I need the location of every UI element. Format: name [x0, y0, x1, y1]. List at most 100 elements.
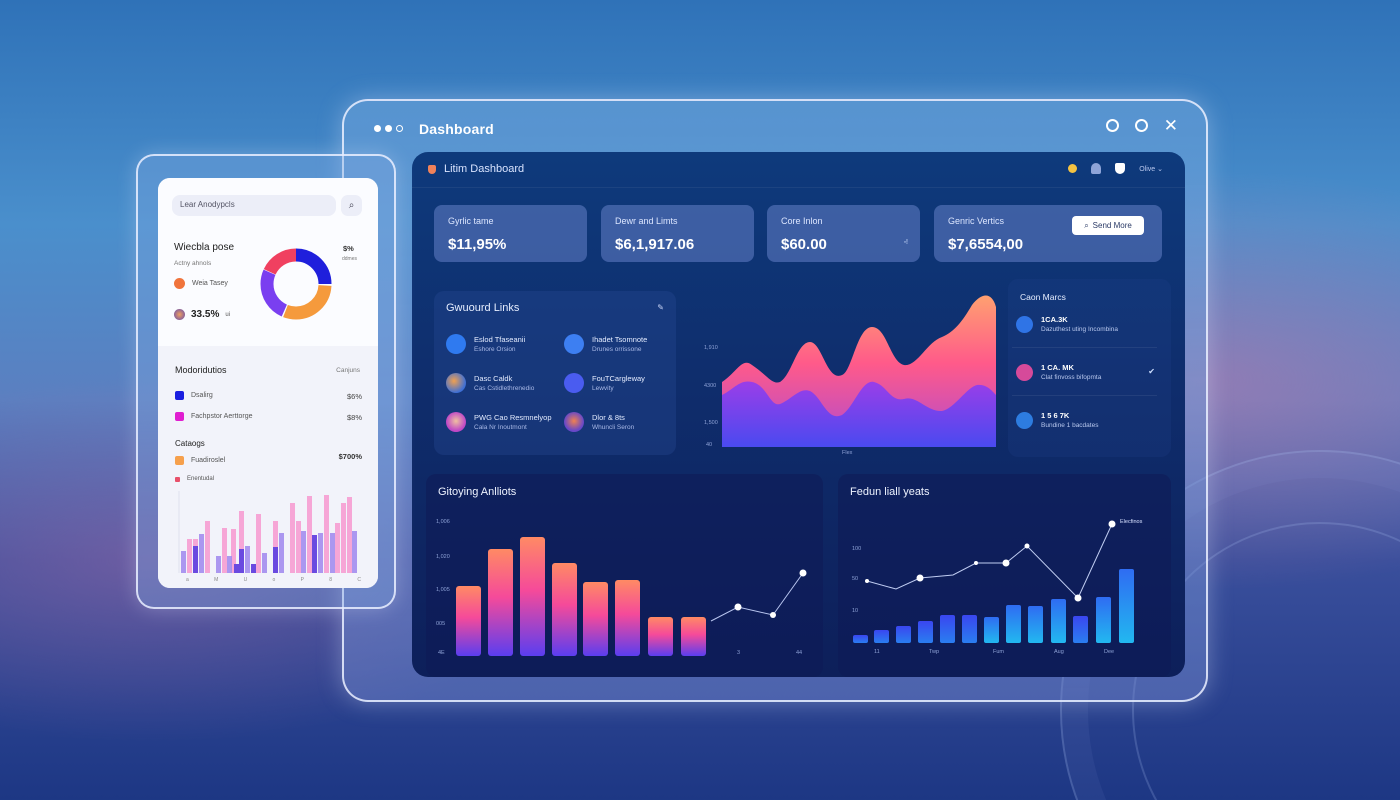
notes-title: Caon Marcs [1020, 292, 1066, 302]
y-tick: 10 [852, 608, 859, 614]
stat-mini-indicator: ◦! [903, 239, 908, 246]
send-more-button[interactable]: ⌕ Send More [1072, 216, 1144, 235]
note-sub: Bundine 1 bacdates [1041, 422, 1099, 429]
note-value: 1CA.3K [1041, 315, 1068, 324]
stat-value: $7,6554,00 [948, 236, 1024, 253]
category-value: $700% [338, 452, 362, 461]
user-menu[interactable]: Olive ⌄ [1139, 165, 1163, 173]
y-tick: 005 [436, 621, 446, 627]
stat-card[interactable]: Core Inlon $60.00 ◦! [767, 205, 920, 262]
link-item[interactable]: PWG Cao Resmnelyop Cala Nr Inoutmont [446, 411, 564, 433]
metric-value: $6% [346, 392, 362, 401]
close-button[interactable]: ✕ [1163, 116, 1178, 135]
link-sub: Cala Nr Inoutmont [474, 424, 527, 431]
category-row[interactable]: Fuadiroslel [175, 456, 225, 465]
x-tick: 3 [737, 650, 741, 656]
search-input[interactable]: Lear Anodypcls [172, 195, 336, 216]
link-sub: Drunes orrissone [592, 346, 642, 353]
x-tick: Twp [929, 649, 940, 655]
link-name: FouTCargleway [592, 374, 645, 383]
bell-icon[interactable] [1091, 163, 1102, 174]
links-panel-title: Gwuourd Links [446, 302, 520, 314]
link-item[interactable]: Eslod Tfaseanii Eshore Orsion [446, 333, 564, 355]
section-right-label[interactable]: Canjuns [336, 367, 360, 374]
y-tick: 1,006 [436, 519, 450, 525]
legend-square-icon [175, 456, 184, 465]
stat-label: Core Inlon [781, 216, 823, 226]
search-icon: ⌕ [1084, 220, 1089, 230]
note-item[interactable]: 1 5 6 7K Bundine 1 bacdates [1016, 411, 1098, 429]
link-sub: Whuncli Seron [592, 424, 635, 431]
mobile-analytics-card: Lear Anodypcls ⌕ Wiecbla pose Actny ahno… [158, 178, 378, 588]
link-item[interactable]: Dlor & 8ts Whuncli Seron [564, 411, 674, 433]
note-item[interactable]: 1 CA. MK Clat finvoss bifopmta [1016, 363, 1101, 381]
note-sub: Dazuthest uting Incombina [1041, 326, 1118, 333]
map-icon [564, 334, 584, 354]
x-tick: 11 [874, 649, 880, 655]
dashboard-window: Dashboard ✕ Litim Dashboard Olive ⌄ Gyrl… [342, 99, 1208, 702]
window-controls: ✕ [1105, 116, 1178, 135]
bar-chart-panel: Gitoying Anlliots 1,006 1,020 1,005 005 … [426, 474, 823, 677]
combo-chart-panel: Fedun liall yeats 100 50 10 11 Twp Fum A… [838, 474, 1171, 677]
note-sub: Clat finvoss bifopmta [1041, 374, 1102, 381]
minimize-button[interactable] [1105, 119, 1119, 132]
legend-square-icon [175, 476, 180, 482]
big-value: 33.5% [191, 309, 220, 320]
y-tick: 100 [852, 546, 862, 552]
link-name: Dasc Caldk [474, 374, 513, 383]
legend-dot-icon [174, 278, 185, 289]
area-chart-svg [722, 295, 996, 447]
link-item[interactable]: Dasc Caldk Cas Cstidlethrenedio [446, 372, 564, 394]
window-dot-icon[interactable] [385, 125, 392, 132]
link-name: PWG Cao Resmnelyop [474, 413, 552, 422]
donut-subtitle: Actny ahnols [174, 260, 212, 267]
sun-icon[interactable] [1068, 164, 1078, 173]
metric-value: $8% [346, 413, 362, 422]
x-axis-label: Flex [842, 450, 853, 456]
mobile-analytics-frame: Lear Anodypcls ⌕ Wiecbla pose Actny ahno… [136, 154, 396, 609]
bar-chart-title: Gitoying Anlliots [438, 486, 517, 498]
link-item[interactable]: FouTCargleway Lewvity [564, 372, 674, 394]
window-dot-hollow-icon[interactable] [396, 125, 403, 132]
stat-card[interactable]: Dewr and Limts $6,1,917.06 [601, 205, 754, 262]
category-title: Cataogs [175, 439, 205, 448]
links-panel: Gwuourd Links ✎ Eslod Tfaseanii Eshore Or… [434, 291, 676, 455]
metric-row[interactable]: Dsalirg [175, 391, 213, 400]
stat-label: Gyrlic tame [448, 216, 494, 226]
avatar-icon [174, 309, 185, 320]
x-tick: C [357, 577, 361, 583]
link-sub: Cas Cstidlethrenedio [474, 385, 535, 392]
area-chart: 1,910 4300 1,500 40 Flex [692, 287, 1012, 462]
shield-icon[interactable] [1115, 163, 1126, 174]
legend-label: Weia Tasey [192, 280, 228, 287]
category-label: Fuadiroslel [191, 457, 226, 464]
note-value: 1 CA. MK [1041, 363, 1074, 372]
x-tick: 8 [329, 577, 333, 583]
y-tick: 1,500 [704, 420, 718, 426]
link-sub: Lewvity [592, 385, 614, 392]
check-icon[interactable]: ✔ [1148, 367, 1155, 376]
stat-card[interactable]: Gyrlic tame $11,95% [434, 205, 587, 262]
note-item[interactable]: 1CA.3K Dazuthest uting Incombina [1016, 315, 1118, 333]
stat-card[interactable]: Genric Vertics $7,6554,00 ⌕ Send More [934, 205, 1162, 262]
edit-icon[interactable]: ✎ [657, 303, 664, 312]
search-button[interactable]: ⌕ [341, 195, 362, 216]
y-tick: 1,910 [704, 345, 718, 351]
side-card-top: Lear Anodypcls ⌕ Wiecbla pose Actny ahno… [158, 178, 378, 346]
dashboard-title: Litim Dashboard [444, 163, 525, 175]
maximize-button[interactable] [1134, 119, 1148, 132]
send-more-label: Send More [1092, 221, 1132, 230]
donut-right-value: $% [343, 244, 354, 253]
section-title: Modoridutios [175, 365, 227, 375]
window-dot-icon[interactable] [374, 125, 381, 132]
x-tick: Fum [993, 649, 1004, 655]
link-item[interactable]: Ihadet Tsomnote Drunes orrissone [564, 333, 674, 355]
x-tick: M [214, 577, 219, 583]
bell-icon [1016, 411, 1033, 429]
metric-row[interactable]: Fachpstor Aerttorge [175, 412, 252, 421]
avatar-icon [446, 412, 466, 432]
y-tick: 40 [706, 442, 713, 448]
mini-bar-chart [178, 491, 357, 573]
x-tick: o [272, 577, 276, 583]
y-tick: 50 [852, 576, 859, 582]
